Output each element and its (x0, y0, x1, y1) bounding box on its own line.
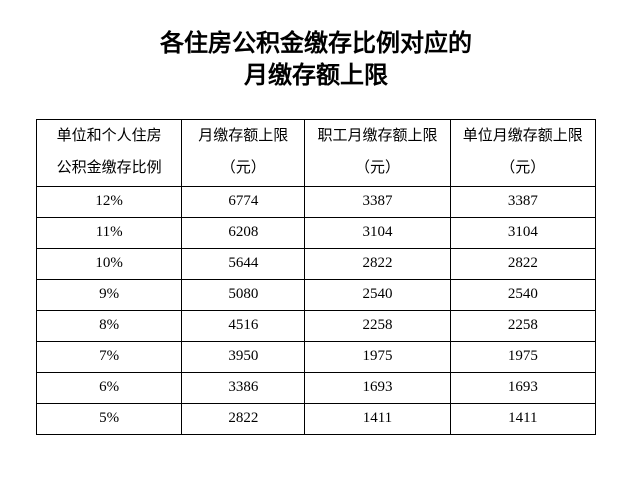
cell-total: 5080 (182, 279, 305, 310)
col-header-text: 公积金缴存比例 (57, 160, 162, 176)
cell-employee: 3387 (305, 186, 450, 217)
title-line-2: 月缴存额上限 (244, 63, 388, 89)
table-row: 10% 5644 2822 2822 (37, 248, 596, 279)
cell-ratio: 7% (37, 341, 182, 372)
cell-employee: 2540 (305, 279, 450, 310)
table-row: 8% 4516 2258 2258 (37, 310, 596, 341)
cell-employer: 1975 (450, 341, 595, 372)
col-header-text: 单位月缴存额上限 (463, 128, 583, 144)
cell-ratio: 12% (37, 186, 182, 217)
title-line-1: 各住房公积金缴存比例对应的 (160, 31, 472, 57)
cell-ratio: 9% (37, 279, 182, 310)
col-header-text: 职工月缴存额上限 (317, 128, 437, 144)
table-row: 12% 6774 3387 3387 (37, 186, 596, 217)
table-row: 7% 3950 1975 1975 (37, 341, 596, 372)
col-header-employer-limit: 单位月缴存额上限 （元） (450, 119, 595, 186)
table-header-row: 单位和个人住房 公积金缴存比例 月缴存额上限 （元） 职工月缴存额上限 （元） … (37, 119, 596, 186)
col-header-text: （元） (500, 160, 545, 176)
col-header-text: （元） (221, 160, 266, 176)
table-row: 11% 6208 3104 3104 (37, 217, 596, 248)
page-title: 各住房公积金缴存比例对应的 月缴存额上限 (36, 28, 596, 93)
cell-total: 2822 (182, 403, 305, 434)
cell-ratio: 10% (37, 248, 182, 279)
cell-employee: 3104 (305, 217, 450, 248)
col-header-ratio: 单位和个人住房 公积金缴存比例 (37, 119, 182, 186)
cell-employee: 2258 (305, 310, 450, 341)
cell-employer: 1693 (450, 372, 595, 403)
table-row: 5% 2822 1411 1411 (37, 403, 596, 434)
cell-employer: 3104 (450, 217, 595, 248)
cell-employer: 1411 (450, 403, 595, 434)
limits-table: 单位和个人住房 公积金缴存比例 月缴存额上限 （元） 职工月缴存额上限 （元） … (36, 119, 596, 435)
cell-total: 3386 (182, 372, 305, 403)
cell-employee: 2822 (305, 248, 450, 279)
cell-employee: 1975 (305, 341, 450, 372)
table-body: 12% 6774 3387 3387 11% 6208 3104 3104 10… (37, 186, 596, 434)
cell-employee: 1411 (305, 403, 450, 434)
cell-employer: 2822 (450, 248, 595, 279)
cell-ratio: 6% (37, 372, 182, 403)
cell-employee: 1693 (305, 372, 450, 403)
cell-total: 3950 (182, 341, 305, 372)
col-header-total-limit: 月缴存额上限 （元） (182, 119, 305, 186)
cell-total: 6208 (182, 217, 305, 248)
page: 各住房公积金缴存比例对应的 月缴存额上限 单位和个人住房 公积金缴存比例 月缴存… (0, 0, 632, 500)
cell-ratio: 11% (37, 217, 182, 248)
cell-total: 6774 (182, 186, 305, 217)
col-header-text: 单位和个人住房 (57, 128, 162, 144)
table-row: 9% 5080 2540 2540 (37, 279, 596, 310)
col-header-text: 月缴存额上限 (198, 128, 288, 144)
table-row: 6% 3386 1693 1693 (37, 372, 596, 403)
cell-ratio: 5% (37, 403, 182, 434)
col-header-employee-limit: 职工月缴存额上限 （元） (305, 119, 450, 186)
cell-ratio: 8% (37, 310, 182, 341)
cell-employer: 2258 (450, 310, 595, 341)
cell-employer: 3387 (450, 186, 595, 217)
cell-employer: 2540 (450, 279, 595, 310)
cell-total: 4516 (182, 310, 305, 341)
cell-total: 5644 (182, 248, 305, 279)
col-header-text: （元） (355, 160, 400, 176)
